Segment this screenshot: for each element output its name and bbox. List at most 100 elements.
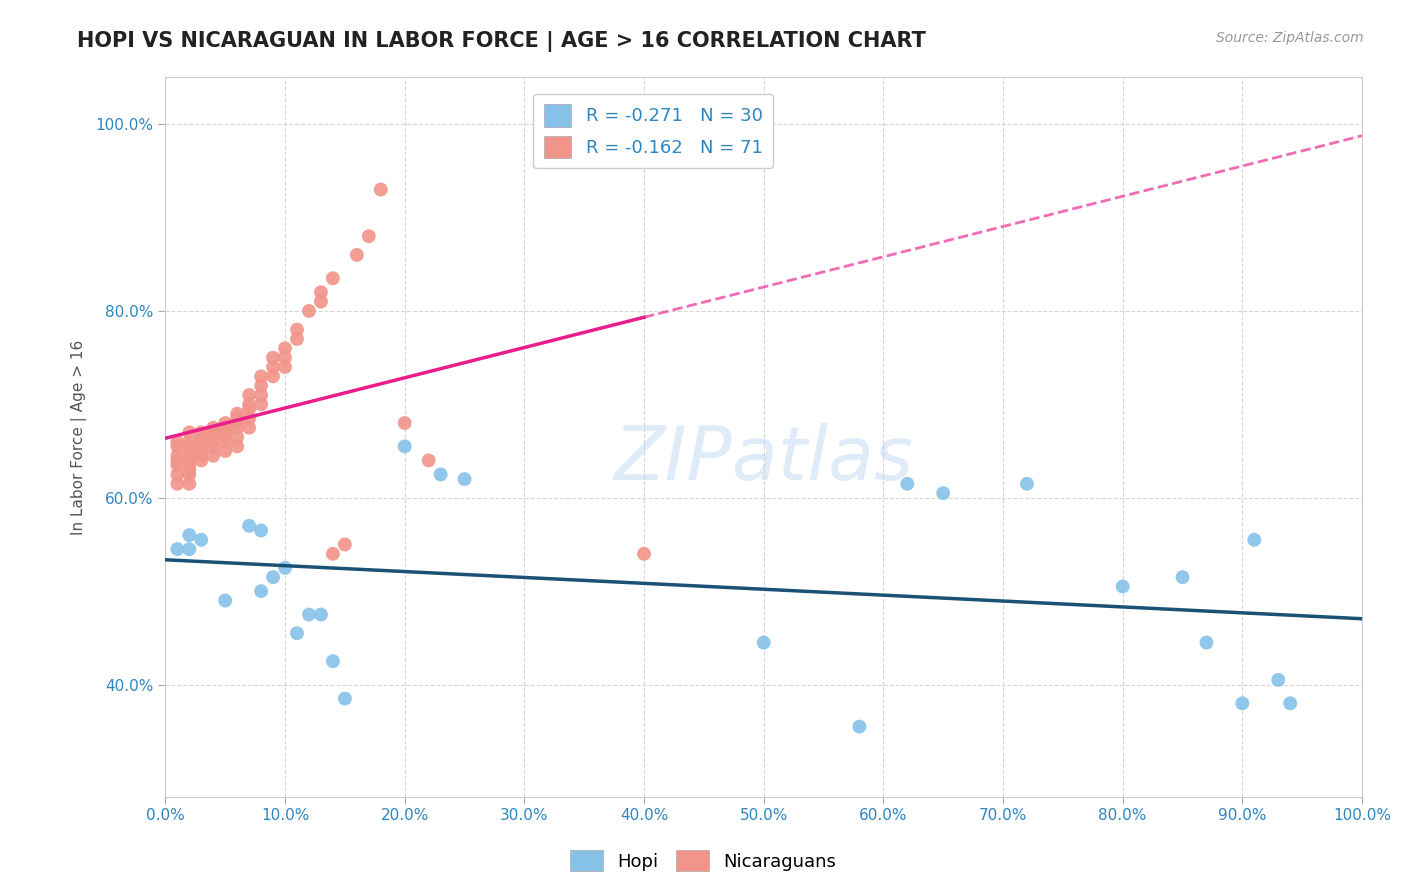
Point: [238, 411, 260, 425]
Point: [179, 458, 201, 472]
Point: [357, 229, 380, 244]
Point: [190, 444, 212, 458]
Legend: R = -0.271   N = 30, R = -0.162   N = 71: R = -0.271 N = 30, R = -0.162 N = 71: [533, 94, 773, 169]
Point: [179, 476, 201, 491]
Point: [429, 467, 451, 482]
Point: [179, 463, 201, 477]
Point: [274, 351, 297, 365]
Point: [166, 449, 188, 463]
Point: [214, 416, 236, 430]
Point: [274, 341, 297, 355]
Point: [214, 593, 236, 607]
Point: [179, 444, 201, 458]
Point: [179, 528, 201, 542]
Point: [309, 285, 332, 300]
Point: [226, 439, 249, 453]
Point: [453, 472, 475, 486]
Point: [932, 486, 955, 500]
Point: [262, 369, 284, 384]
Point: [274, 359, 297, 374]
Point: [202, 425, 225, 440]
Point: [190, 533, 212, 547]
Point: [285, 332, 308, 346]
Point: [190, 425, 212, 440]
Point: [1267, 673, 1289, 687]
Point: [179, 434, 201, 449]
Point: [166, 453, 188, 467]
Point: [1279, 696, 1302, 710]
Point: [262, 359, 284, 374]
Point: [179, 467, 201, 482]
Point: [214, 430, 236, 444]
Point: [202, 439, 225, 453]
Text: ZIPatlas: ZIPatlas: [613, 423, 914, 495]
Point: [166, 542, 188, 557]
Point: [166, 434, 188, 449]
Point: [848, 720, 870, 734]
Point: [214, 425, 236, 440]
Text: HOPI VS NICARAGUAN IN LABOR FORCE | AGE > 16 CORRELATION CHART: HOPI VS NICARAGUAN IN LABOR FORCE | AGE …: [77, 31, 927, 53]
Legend: Hopi, Nicaraguans: Hopi, Nicaraguans: [562, 843, 844, 879]
Point: [1243, 533, 1265, 547]
Point: [214, 421, 236, 435]
Point: [274, 561, 297, 575]
Point: [190, 434, 212, 449]
Point: [166, 458, 188, 472]
Point: [418, 453, 440, 467]
Point: [238, 397, 260, 411]
Point: [238, 388, 260, 402]
Point: [179, 425, 201, 440]
Point: [394, 416, 416, 430]
Point: [190, 453, 212, 467]
Point: [309, 294, 332, 309]
Point: [285, 626, 308, 640]
Point: [298, 607, 321, 622]
Point: [298, 304, 321, 318]
Point: [179, 439, 201, 453]
Point: [250, 378, 273, 392]
Point: [346, 248, 368, 262]
Text: Source: ZipAtlas.com: Source: ZipAtlas.com: [1216, 31, 1364, 45]
Point: [226, 421, 249, 435]
Point: [250, 524, 273, 538]
Point: [226, 430, 249, 444]
Point: [190, 430, 212, 444]
Point: [333, 691, 356, 706]
Point: [214, 434, 236, 449]
Point: [179, 542, 201, 557]
Point: [285, 323, 308, 337]
Point: [1171, 570, 1194, 584]
Point: [250, 584, 273, 599]
Point: [214, 444, 236, 458]
Point: [202, 434, 225, 449]
Point: [1015, 476, 1038, 491]
Point: [370, 182, 392, 196]
Point: [309, 607, 332, 622]
Point: [752, 635, 775, 649]
Point: [202, 430, 225, 444]
Point: [250, 397, 273, 411]
Point: [190, 449, 212, 463]
Point: [250, 388, 273, 402]
Point: [238, 518, 260, 533]
Point: [1232, 696, 1254, 710]
Point: [226, 416, 249, 430]
Point: [250, 369, 273, 384]
Point: [166, 439, 188, 453]
Point: [1195, 635, 1218, 649]
Point: [262, 351, 284, 365]
Point: [166, 467, 188, 482]
Point: [633, 547, 655, 561]
Point: [322, 271, 344, 285]
Point: [202, 449, 225, 463]
Point: [190, 439, 212, 453]
Point: [322, 654, 344, 668]
Point: [166, 476, 188, 491]
Point: [394, 439, 416, 453]
Point: [226, 407, 249, 421]
Point: [202, 421, 225, 435]
Point: [1111, 580, 1133, 594]
Point: [226, 411, 249, 425]
Point: [322, 547, 344, 561]
Point: [333, 537, 356, 551]
